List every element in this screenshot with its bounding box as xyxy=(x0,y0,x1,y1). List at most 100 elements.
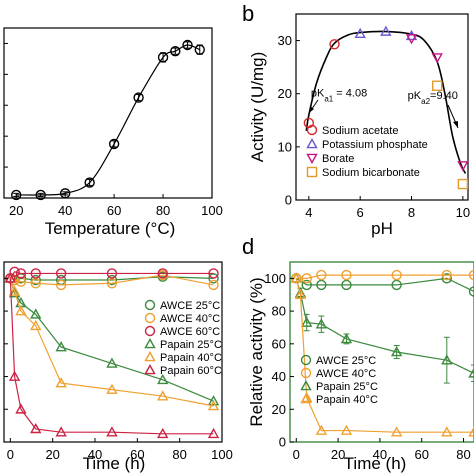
x-axis-title: Time (h) xyxy=(344,454,407,473)
data-point xyxy=(194,44,205,55)
legend-marker xyxy=(306,124,318,136)
legend-label: Sodium acetate xyxy=(322,125,398,137)
data-point xyxy=(391,279,402,291)
legend-label: Sodium bicarbonate xyxy=(322,167,420,179)
data-point xyxy=(55,426,67,437)
x-tick-label: 60 xyxy=(414,447,428,462)
pk-value: = 4.08 xyxy=(333,87,367,99)
y-axis-title: Relative activity (%) xyxy=(247,277,266,426)
x-tick-label: 20 xyxy=(45,447,59,462)
series-line xyxy=(295,277,474,292)
data-point xyxy=(290,272,302,283)
y-tick-label: 0 xyxy=(279,435,286,450)
legend-label: Papain 40°C xyxy=(316,394,378,406)
data-point xyxy=(30,319,42,331)
x-tick-label: 80 xyxy=(456,447,470,462)
data-point xyxy=(468,286,474,297)
pk-value: =9.40 xyxy=(430,90,458,102)
data-point xyxy=(55,341,67,352)
legend-label: AWCE 60°C xyxy=(160,326,220,338)
legend-label: Papain 40°C xyxy=(160,352,222,364)
y-axis-title: Activity (U/mg) xyxy=(248,52,267,163)
data-point xyxy=(15,403,27,414)
arrowhead xyxy=(453,121,458,128)
pk-annotation: pKa1 = 4.08 xyxy=(311,87,367,103)
y-tick-label: 100 xyxy=(264,271,286,286)
data-point xyxy=(15,268,27,279)
data-point xyxy=(441,426,453,437)
legend-marker xyxy=(144,364,156,375)
legend-marker xyxy=(144,299,156,311)
data-point xyxy=(30,274,41,286)
data-point xyxy=(340,424,353,435)
data-point xyxy=(11,189,22,201)
data-point xyxy=(294,288,307,300)
x-tick-label: 0 xyxy=(293,447,300,462)
data-point xyxy=(341,269,352,281)
data-point xyxy=(329,39,340,50)
data-point xyxy=(468,269,474,281)
axes-frame xyxy=(3,261,223,443)
legend-marker xyxy=(144,351,156,362)
data-point xyxy=(30,268,41,279)
data-point xyxy=(457,161,469,172)
legend-label: Papain 60°C xyxy=(160,365,222,377)
data-point xyxy=(441,273,453,284)
data-point xyxy=(9,266,20,278)
data-point xyxy=(182,39,193,51)
axes-frame xyxy=(3,27,213,199)
data-point xyxy=(380,25,392,36)
legend-label: Potassium phosphate xyxy=(322,139,428,151)
pk-subscript: a1 xyxy=(324,94,333,103)
data-point xyxy=(207,427,220,439)
x-tick-label: 40 xyxy=(373,447,387,462)
legend-label: Borate xyxy=(322,153,354,165)
x-axis-title: Time (h) xyxy=(83,454,146,473)
legend-marker xyxy=(300,380,312,391)
data-point xyxy=(441,269,453,281)
y-tick-label: 80 xyxy=(272,304,286,319)
data-point xyxy=(301,279,312,291)
y-tick-label: 30 xyxy=(278,33,292,48)
series-line xyxy=(296,274,474,279)
x-tick-label: 4 xyxy=(305,205,312,220)
data-point xyxy=(405,34,418,45)
legend-marker xyxy=(144,312,156,324)
legend-marker xyxy=(300,393,312,404)
legend-marker xyxy=(306,138,318,149)
pk-subscript: a2 xyxy=(421,97,430,106)
pk-label: pK xyxy=(311,87,325,99)
x-tick-label: 20 xyxy=(9,203,23,218)
data-point xyxy=(468,367,474,378)
data-point xyxy=(108,138,120,150)
data-point xyxy=(207,395,220,406)
legend-marker xyxy=(306,153,318,164)
data-point xyxy=(315,318,328,329)
data-point xyxy=(208,268,219,279)
arrowhead xyxy=(309,106,314,113)
data-point xyxy=(4,272,17,283)
data-point xyxy=(468,426,474,437)
data-point xyxy=(157,427,169,439)
data-point xyxy=(106,278,118,289)
legend-label: Papain 25°C xyxy=(160,339,222,351)
data-point xyxy=(30,308,42,319)
x-tick-label: 100 xyxy=(211,447,233,462)
data-point xyxy=(157,390,169,401)
y-tick-label: 0 xyxy=(285,193,292,208)
legend-marker xyxy=(306,166,318,178)
data-point xyxy=(315,424,328,435)
x-tick-label: 80 xyxy=(172,447,186,462)
x-tick-label: 8 xyxy=(408,205,415,220)
data-point xyxy=(390,346,403,357)
data-point xyxy=(157,268,168,279)
data-point xyxy=(106,383,118,394)
pk-label: pK xyxy=(408,90,422,102)
data-point xyxy=(340,332,353,344)
data-point xyxy=(457,178,469,190)
data-point xyxy=(390,426,403,437)
data-point xyxy=(8,285,21,296)
pk-annotation: pKa2=9.40 xyxy=(408,90,458,106)
